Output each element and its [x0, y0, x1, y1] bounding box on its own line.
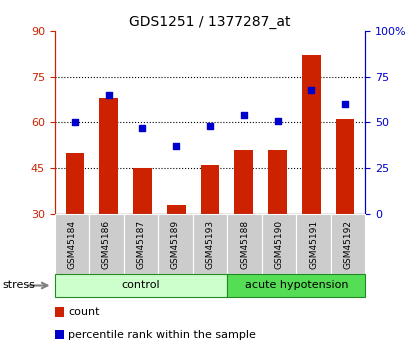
Bar [336, 119, 354, 214]
Text: GSM45192: GSM45192 [344, 219, 353, 269]
Bar [268, 150, 287, 214]
Point [71, 120, 78, 125]
Point [240, 112, 247, 118]
Point [308, 87, 315, 92]
Bar [133, 168, 152, 214]
Text: GSM45189: GSM45189 [171, 219, 180, 269]
Text: count: count [68, 307, 100, 317]
Point [173, 144, 180, 149]
Text: percentile rank within the sample: percentile rank within the sample [68, 330, 256, 339]
Bar [100, 98, 118, 214]
Bar [66, 153, 84, 214]
Text: GSM45184: GSM45184 [67, 219, 76, 269]
Text: stress: stress [2, 280, 35, 290]
Text: GSM45186: GSM45186 [102, 219, 111, 269]
Point [207, 124, 213, 129]
Bar [167, 205, 186, 214]
Point [139, 125, 146, 131]
Text: GSM45193: GSM45193 [205, 219, 215, 269]
Text: GSM45191: GSM45191 [309, 219, 318, 269]
Text: GSM45187: GSM45187 [136, 219, 145, 269]
Point [274, 118, 281, 124]
Bar [201, 165, 219, 214]
Bar [302, 56, 320, 214]
Text: control: control [122, 280, 160, 290]
Title: GDS1251 / 1377287_at: GDS1251 / 1377287_at [129, 14, 291, 29]
Bar [234, 150, 253, 214]
Text: GSM45188: GSM45188 [240, 219, 249, 269]
Text: GSM45190: GSM45190 [275, 219, 284, 269]
Text: acute hypotension: acute hypotension [244, 280, 348, 290]
Point [105, 92, 112, 98]
Point [342, 101, 349, 107]
